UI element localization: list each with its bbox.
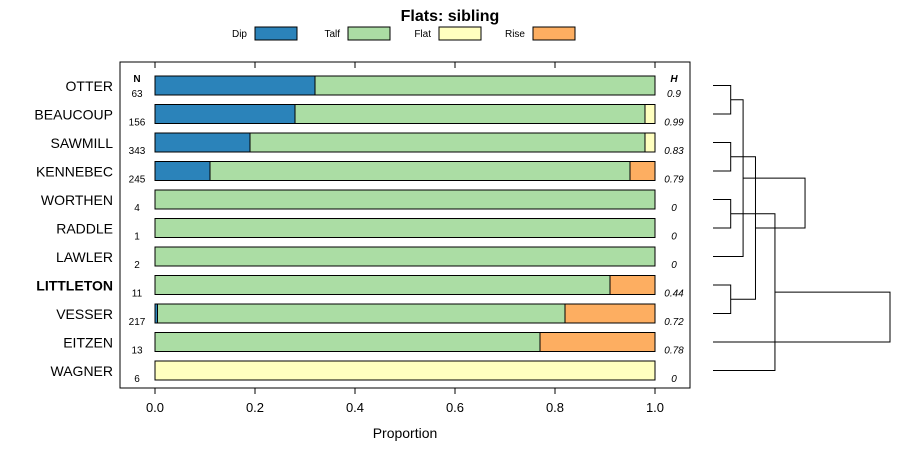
category-label: BEAUCOUP	[34, 107, 113, 123]
legend-label-flat: Flat	[414, 29, 431, 40]
x-axis: 0.0 0.2 0.4 0.6 0.8 1.0	[146, 388, 664, 415]
bar-segment-dip	[154, 132, 251, 153]
n-value: 2	[134, 260, 140, 271]
bar-segment-talf	[154, 246, 656, 267]
bar-segment-rise	[539, 332, 656, 352]
legend-swatch-talf	[347, 26, 391, 41]
x-tick-label: 0.6	[446, 400, 464, 415]
category-label: LAWLER	[56, 249, 113, 265]
legend-swatch-rise	[532, 26, 576, 41]
x-tick-label: 0.2	[246, 400, 264, 415]
dendrogram	[713, 85, 891, 371]
h-value: 0.79	[664, 175, 684, 186]
x-tick-label: 0.8	[546, 400, 564, 415]
bar-segment-talf	[154, 275, 611, 295]
h-value: 0.78	[664, 346, 684, 357]
bar-row: OTTER 63 0.9	[66, 75, 681, 100]
h-value: 0	[671, 260, 677, 271]
bar-segment-talf	[314, 75, 656, 96]
category-label: WORTHEN	[41, 192, 113, 208]
bar-row: BEAUCOUP 156 0.99	[34, 104, 684, 129]
bar-segment-rise	[629, 161, 656, 181]
bar-segment-flat	[154, 360, 656, 381]
bar-segment-talf	[209, 161, 631, 181]
h-value: 0.99	[664, 118, 684, 129]
n-value: 13	[131, 346, 143, 357]
legend-label-rise: Rise	[505, 29, 525, 40]
category-label: VESSER	[56, 306, 113, 322]
bar-segment-rise	[564, 303, 656, 324]
bar-row: LAWLER 2 0	[56, 246, 677, 271]
dendrogram-branch	[743, 177, 806, 229]
x-tick-label: 1.0	[646, 400, 664, 415]
h-column-header: H	[670, 74, 678, 85]
bar-row: EITZEN 13 0.78	[63, 332, 684, 357]
dendrogram-branch	[713, 99, 744, 257]
category-label: WAGNER	[51, 363, 113, 379]
bar-segment-talf	[294, 104, 646, 124]
chart-title: Flats: sibling	[401, 8, 500, 25]
n-value: 63	[131, 89, 143, 100]
h-value: 0.9	[667, 89, 681, 100]
legend-label-dip: Dip	[232, 29, 247, 40]
n-value: 4	[134, 203, 140, 214]
bar-row: VESSER 217 0.72	[56, 303, 684, 328]
x-tick-label: 0.0	[146, 400, 164, 415]
bar-segment-rise	[609, 275, 656, 295]
category-label: OTTER	[66, 78, 113, 94]
h-value: 0	[671, 374, 677, 385]
top-ticks	[154, 62, 656, 68]
category-label: KENNEBEC	[36, 164, 113, 180]
bar-segment-talf	[249, 132, 646, 153]
dendrogram-branch	[713, 284, 732, 314]
dendrogram-branch	[713, 85, 732, 115]
bar-rows: OTTER 63 0.9 BEAUCOUP 156 0.99 SAWMILL 343 0.83 K…	[34, 75, 684, 385]
dendrogram-branch	[713, 291, 891, 343]
bar-row: SAWMILL 343 0.83	[51, 132, 684, 157]
x-axis-title: Proportion	[373, 425, 438, 441]
bar-segment-talf	[154, 189, 656, 210]
bar-segment-flat	[644, 132, 656, 153]
n-value: 11	[132, 289, 143, 300]
bar-segment-talf	[154, 332, 541, 352]
h-value: 0	[671, 232, 677, 243]
h-value: 0	[671, 203, 677, 214]
bar-segment-dip	[154, 104, 296, 124]
n-value: 343	[129, 146, 146, 157]
h-value: 0.83	[664, 146, 684, 157]
bar-segment-talf	[157, 303, 566, 324]
legend-label-talf: Talf	[324, 29, 340, 40]
bar-segment-flat	[644, 104, 656, 124]
dendrogram-branch	[713, 199, 732, 229]
plot-frame	[119, 61, 691, 389]
category-label: RADDLE	[56, 221, 113, 237]
n-value: 245	[129, 175, 146, 186]
category-label: LITTLETON	[36, 278, 113, 294]
bar-row: WAGNER 6 0	[51, 360, 677, 385]
x-tick-label: 0.4	[346, 400, 364, 415]
h-value: 0.72	[664, 317, 684, 328]
bar-row: LITTLETON 11 0.44	[36, 275, 684, 300]
category-label: EITZEN	[63, 335, 113, 351]
legend: Dip Talf Flat Rise	[232, 26, 576, 41]
n-value: 217	[129, 317, 146, 328]
n-column-header: N	[133, 74, 140, 85]
n-value: 156	[129, 118, 146, 129]
h-value: 0.44	[664, 289, 684, 300]
bar-row: RADDLE 1 0	[56, 218, 677, 243]
legend-swatch-flat	[438, 26, 482, 41]
n-value: 6	[134, 374, 140, 385]
category-label: SAWMILL	[51, 135, 114, 151]
dendrogram-branch	[713, 142, 732, 172]
bar-row: KENNEBEC 245 0.79	[36, 161, 684, 186]
bar-segment-talf	[154, 218, 656, 238]
bar-segment-dip	[154, 161, 211, 181]
bar-row: WORTHEN 4 0	[41, 189, 677, 214]
legend-swatch-dip	[254, 26, 298, 41]
bar-segment-dip	[154, 75, 316, 96]
dendrogram-branch	[713, 213, 776, 371]
n-value: 1	[134, 232, 140, 243]
